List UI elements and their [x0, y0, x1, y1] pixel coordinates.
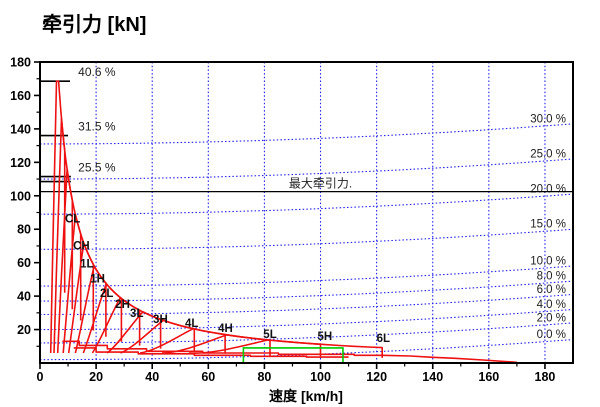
- chart-title: 牵引力 [kN]: [42, 14, 147, 36]
- svg-text:180: 180: [535, 370, 556, 384]
- svg-text:20: 20: [89, 370, 103, 384]
- svg-text:2L: 2L: [100, 288, 113, 300]
- svg-text:5L: 5L: [263, 329, 276, 341]
- svg-text:1L: 1L: [80, 259, 93, 271]
- svg-text:CH: CH: [73, 240, 90, 252]
- svg-text:6.0 %: 6.0 %: [537, 284, 566, 296]
- svg-text:0: 0: [37, 370, 44, 384]
- svg-text:30.0 %: 30.0 %: [530, 113, 566, 125]
- svg-text:80: 80: [257, 370, 271, 384]
- svg-text:160: 160: [478, 370, 499, 384]
- svg-text:5H: 5H: [317, 331, 332, 343]
- svg-text:140: 140: [422, 370, 443, 384]
- gear-curves: [49, 80, 517, 364]
- svg-text:31.5 %: 31.5 %: [78, 120, 116, 134]
- svg-text:25.5 %: 25.5 %: [78, 161, 116, 175]
- svg-text:140: 140: [10, 122, 31, 136]
- svg-text:40.6 %: 40.6 %: [78, 65, 116, 79]
- svg-text:4.0 %: 4.0 %: [537, 299, 566, 311]
- max-tractive-force-line: 最大牵引力.: [40, 177, 573, 193]
- axis-ticks-and-labels: 0 20 40 60 80 100 120 140 160 180 20 40 60 80 100 120 14…: [10, 56, 555, 385]
- gradeability-marks: 40.6 % 31.5 % 25.5 %: [40, 65, 116, 183]
- svg-text:120: 120: [366, 370, 387, 384]
- svg-text:10.0 %: 10.0 %: [530, 255, 566, 267]
- svg-text:3H: 3H: [153, 314, 168, 326]
- svg-text:6L: 6L: [377, 333, 390, 345]
- plot-border: [39, 61, 574, 364]
- svg-text:40: 40: [145, 370, 159, 384]
- svg-text:60: 60: [17, 256, 31, 270]
- svg-text:CL: CL: [65, 214, 80, 226]
- svg-text:4L: 4L: [185, 318, 198, 330]
- svg-text:2.0 %: 2.0 %: [537, 312, 566, 324]
- speed-range-marker: [242, 347, 344, 363]
- svg-text:25.0 %: 25.0 %: [530, 148, 566, 160]
- svg-text:180: 180: [10, 56, 31, 70]
- svg-text:2H: 2H: [115, 299, 130, 311]
- svg-text:20: 20: [17, 323, 31, 337]
- svg-text:3L: 3L: [130, 308, 143, 320]
- svg-text:8.0 %: 8.0 %: [537, 271, 566, 283]
- svg-text:20.0 %: 20.0 %: [530, 184, 566, 196]
- x-axis-title: 速度 [km/h]: [269, 388, 343, 404]
- svg-text:60: 60: [201, 370, 215, 384]
- svg-text:100: 100: [310, 370, 331, 384]
- svg-text:15.0 %: 15.0 %: [530, 219, 566, 231]
- svg-text:4H: 4H: [218, 323, 233, 335]
- svg-text:最大牵引力.: 最大牵引力.: [289, 177, 352, 191]
- grade-resistance-lines: 30.0 % 25.0 % 20.0 % 15.0 % 10.0 % 8.0 %6.0 %…: [39, 113, 574, 361]
- svg-text:120: 120: [10, 156, 31, 170]
- svg-text:1H: 1H: [90, 274, 105, 286]
- svg-text:80: 80: [17, 223, 31, 237]
- svg-text:40: 40: [17, 290, 31, 304]
- svg-text:0.0 %: 0.0 %: [537, 329, 566, 341]
- svg-text:160: 160: [10, 89, 31, 103]
- svg-text:100: 100: [10, 189, 31, 203]
